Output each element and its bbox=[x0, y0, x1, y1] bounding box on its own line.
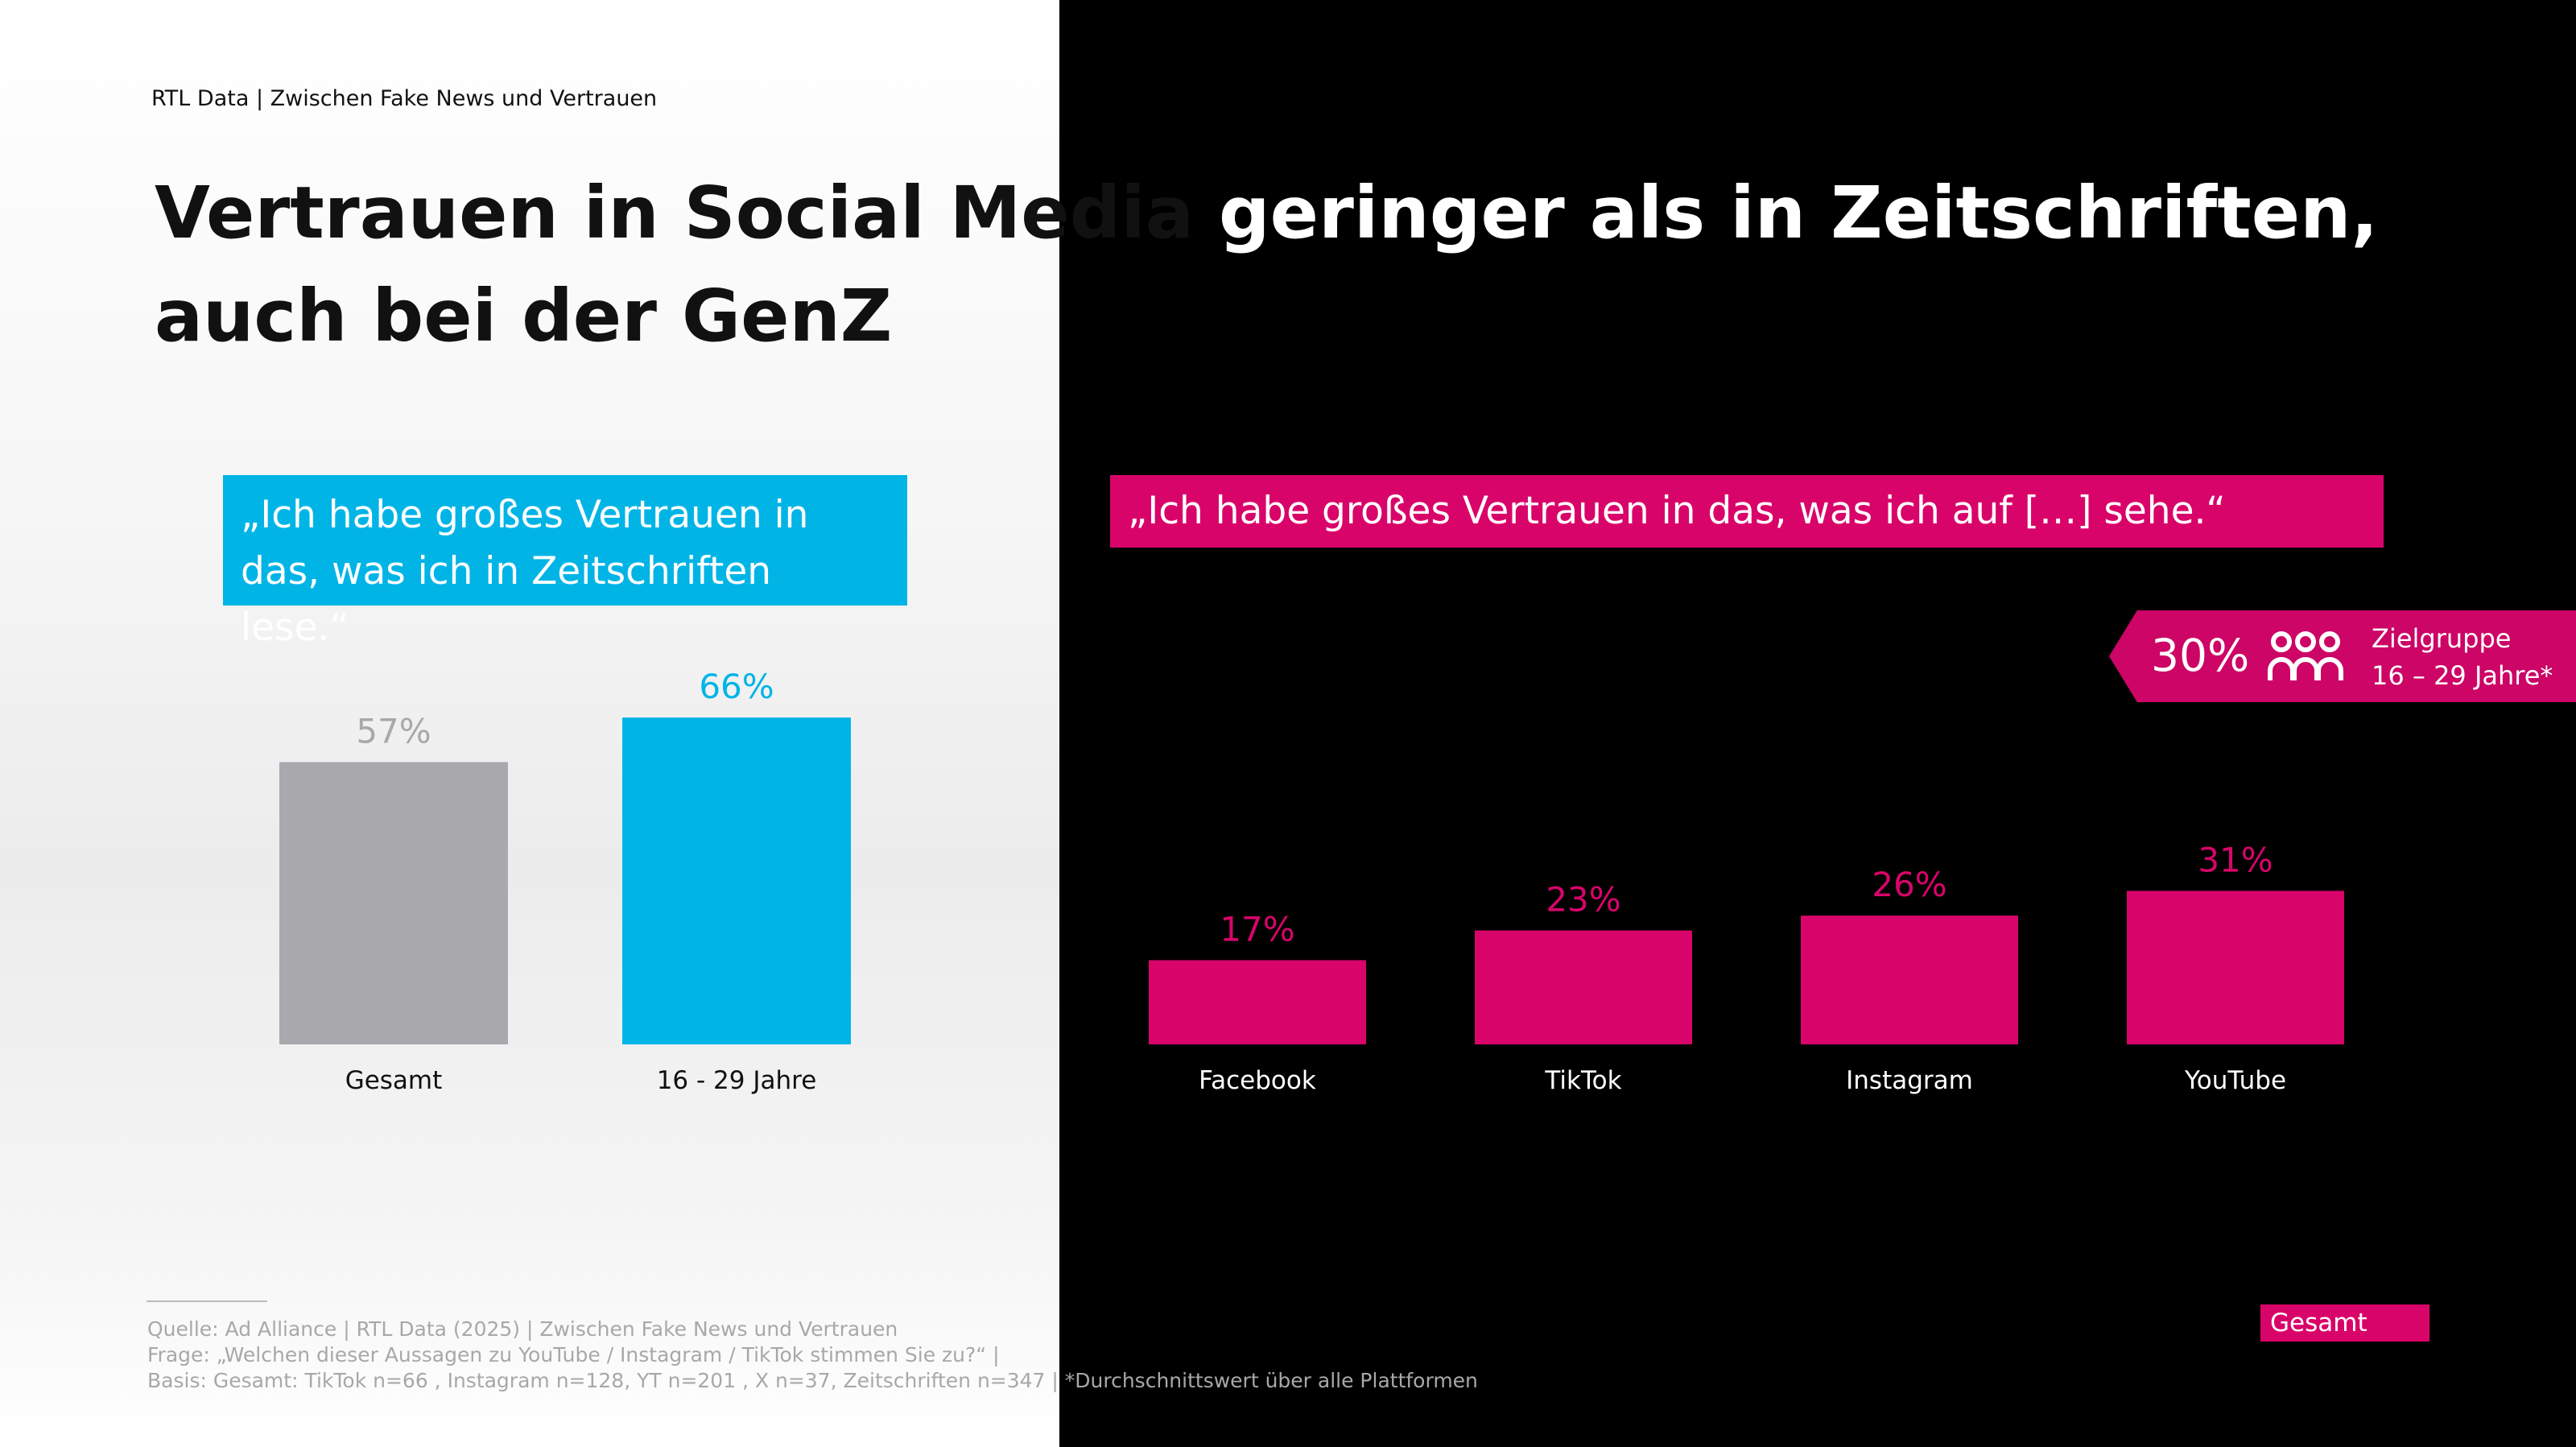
value-label: 23% bbox=[1546, 880, 1620, 920]
bar-facebook bbox=[1149, 960, 1366, 1044]
quote-box-magazines: „Ich habe großes Vertrauen in das, was i… bbox=[223, 475, 907, 650]
quote-box-social-media: „Ich habe großes Vertrauen in das, was i… bbox=[1110, 475, 2384, 548]
bar-tiktok bbox=[1475, 930, 1692, 1044]
value-label: 57% bbox=[356, 711, 431, 750]
value-label: 26% bbox=[1872, 865, 1946, 904]
footnote-question: Frage: „Welchen dieser Aussagen zu YouTu… bbox=[147, 1343, 1000, 1366]
footnote-basis: Basis: Gesamt: TikTok n=66 , Instagram n… bbox=[147, 1369, 1478, 1392]
category-label: 16 - 29 Jahre bbox=[657, 1066, 817, 1095]
category-label: Instagram bbox=[1846, 1066, 1973, 1095]
category-label: TikTok bbox=[1544, 1066, 1621, 1095]
category-label: Facebook bbox=[1199, 1066, 1316, 1095]
page-title: Vertrauen in Social Media geringer als i… bbox=[155, 161, 2449, 367]
overline: RTL Data | Zwischen Fake News und Vertra… bbox=[151, 86, 658, 111]
right-panel-background bbox=[1059, 0, 2576, 1447]
bar-16-29-jahre bbox=[622, 717, 851, 1044]
category-label: YouTube bbox=[2184, 1066, 2286, 1095]
highlight-label-line1: Zielgruppe bbox=[2372, 623, 2512, 654]
bar-youtube bbox=[2127, 891, 2344, 1044]
bar-gesamt bbox=[279, 762, 508, 1044]
footnote-source: Quelle: Ad Alliance | RTL Data (2025) | … bbox=[147, 1317, 898, 1341]
value-label: 31% bbox=[2198, 840, 2273, 879]
left-panel-background bbox=[0, 0, 1059, 1447]
highlight-value: 30% bbox=[2151, 630, 2250, 681]
value-label: 66% bbox=[699, 667, 774, 706]
footnote-divider bbox=[147, 1300, 267, 1302]
target-group-highlight: 30% Zielgruppe 16 – 29 Jahre* bbox=[2109, 610, 2576, 702]
legend-gesamt: Gesamt bbox=[2260, 1304, 2429, 1342]
people-group-icon bbox=[2268, 631, 2343, 680]
value-label: 17% bbox=[1220, 909, 1294, 949]
bar-instagram bbox=[1801, 916, 2018, 1044]
highlight-label-line2: 16 – 29 Jahre* bbox=[2372, 660, 2553, 691]
category-label: Gesamt bbox=[345, 1066, 443, 1095]
